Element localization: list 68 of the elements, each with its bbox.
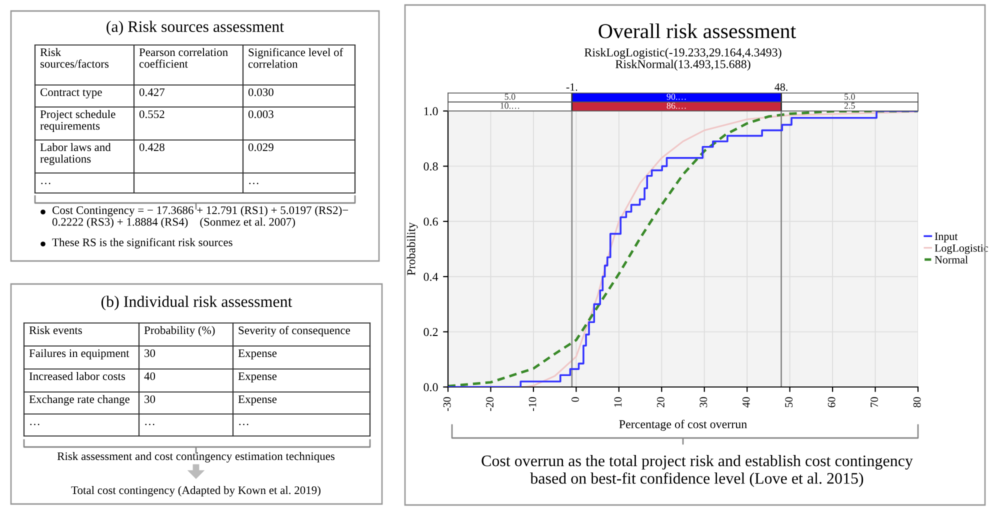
x-axis-title: Percentage of cost overrun — [619, 420, 747, 431]
text: 90.… — [666, 94, 686, 100]
category-label: Significance level of correlation — [248, 48, 344, 68]
category-label: Severity of consequence — [238, 326, 350, 337]
x-tick-label: -20 — [486, 397, 494, 411]
y-axis-title: Probability — [406, 222, 418, 276]
y-tick-label: 0.8 — [424, 162, 438, 171]
text: 0.552 — [139, 110, 164, 118]
text: Expense — [238, 395, 277, 406]
text: 5.0 — [504, 94, 516, 100]
text: … — [145, 424, 154, 426]
text: 0.428 — [139, 143, 164, 152]
text: 0.427 — [139, 88, 165, 96]
category-label: Risk sources/factors — [40, 48, 109, 68]
category-label: Pearson correlation coefficient — [139, 48, 228, 68]
x-tick-label: -30 — [443, 397, 451, 411]
x-tick-label: 50 — [785, 397, 793, 408]
text: Cost overrun as the total project risk and establish cost contingency based on best-fit confidence level (Love et al. 2015) — [482, 455, 913, 488]
chart-title: Overall risk assessment — [598, 23, 796, 38]
text: 0.029 — [248, 143, 274, 152]
text: These RS is the significant risk sources — [52, 238, 232, 249]
y-tick-label: 0.6 — [424, 218, 438, 226]
text: 86.… — [666, 102, 686, 109]
text: 2.5 — [844, 102, 855, 109]
x-tick-label: 70 — [870, 397, 878, 407]
x-tick-label: 60 — [828, 397, 836, 408]
text: 0.030 — [248, 88, 274, 96]
legend-label: Normal — [934, 256, 968, 264]
ref-line-label: 48. — [774, 83, 788, 91]
x-tick-label: 10 — [614, 397, 622, 407]
text: Expense — [238, 349, 277, 360]
text: Cost Contingency = − 17.3686 + 12.791 (RS1) + 5.0197 (RS2)− 0.2222 (RS3) + 1.8884 (RS4) (Sonmez et al. 2007) — [52, 206, 348, 228]
x-tick-label: 40 — [742, 397, 750, 408]
y-tick-label: 0.2 — [424, 328, 438, 336]
y-tick-label: 1.0 — [424, 107, 438, 116]
text: Failures in equipment — [29, 349, 130, 360]
text: Contract type — [40, 88, 102, 98]
text: 40 — [144, 372, 156, 380]
text: 0.003 — [248, 110, 274, 118]
text: … — [41, 182, 50, 184]
text: Increased labor costs — [29, 372, 126, 380]
text: Project schedule requirements — [40, 110, 116, 132]
legend-label: Input — [934, 232, 958, 242]
text: … — [239, 424, 248, 426]
x-tick-label: -10 — [528, 397, 536, 411]
chart-subtitle: RiskLogLogistic(-19.233,29.164,4.3493) RiskNormal(13.493,15.688) — [584, 48, 782, 71]
category-label: Probability (%) — [144, 326, 215, 336]
legend-label: LogLogistic — [934, 244, 988, 254]
text: Labor laws and regulations — [40, 143, 111, 166]
text: (a) Risk sources assessment — [106, 20, 284, 36]
text: Risk assessment and cost contingency estimation techniques — [57, 452, 335, 462]
text: Expense — [238, 372, 277, 382]
x-tick-label: 0 — [572, 397, 579, 402]
y-tick-label: 0.0 — [424, 383, 438, 392]
ref-line-label: -1. — [566, 83, 578, 91]
category-label: Risk events — [29, 326, 82, 334]
text: 30 — [144, 349, 156, 358]
text: (b) Individual risk assessment — [101, 296, 292, 310]
x-tick-label: 20 — [656, 397, 664, 408]
text: … — [249, 182, 258, 184]
x-tick-label: 80 — [913, 397, 921, 408]
text: … — [30, 424, 40, 426]
x-tick-label: 30 — [700, 397, 708, 408]
text: 10.… — [500, 102, 520, 109]
y-tick-label: 0.4 — [424, 272, 438, 281]
text: 5.0 — [844, 94, 855, 100]
text: Exchange rate change — [29, 395, 130, 406]
text: Total cost contingency (Adapted by Kown et al. 2019) — [71, 486, 320, 496]
